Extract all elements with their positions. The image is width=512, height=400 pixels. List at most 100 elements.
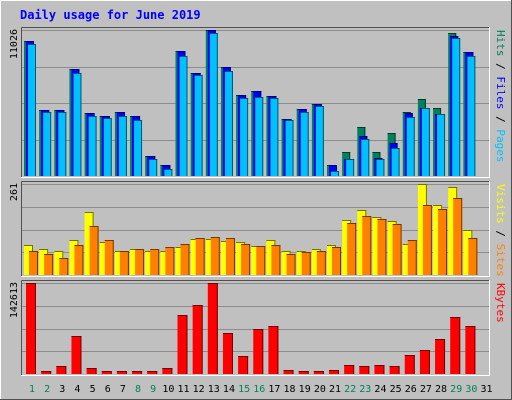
bar-visits bbox=[327, 245, 336, 275]
legend-files: Files bbox=[494, 76, 507, 109]
bar-pages bbox=[255, 97, 264, 176]
bar-pages bbox=[149, 159, 158, 176]
bar-visits bbox=[130, 249, 140, 275]
bar-sites bbox=[271, 245, 281, 275]
x-tick-label: 26 bbox=[405, 384, 417, 395]
bar-sites bbox=[392, 224, 402, 275]
x-tick-label: 17 bbox=[268, 384, 280, 395]
bar-sites bbox=[468, 238, 478, 275]
bar-sites bbox=[347, 223, 357, 275]
bar-visits bbox=[220, 241, 230, 275]
bar-sites bbox=[241, 244, 251, 275]
bar-kbytes bbox=[116, 371, 127, 374]
bar-pages bbox=[179, 56, 188, 176]
bar-visits bbox=[402, 244, 412, 275]
bar-visits bbox=[417, 184, 427, 275]
x-tick-label: 11 bbox=[177, 384, 189, 395]
bar-kbytes bbox=[207, 283, 218, 374]
x-tick-label: 13 bbox=[208, 384, 220, 395]
bar-visits bbox=[372, 217, 382, 275]
bar-files bbox=[329, 165, 337, 176]
legend-kbytes: KBytes bbox=[494, 283, 507, 323]
bar-sites bbox=[301, 252, 311, 275]
bar-kbytes bbox=[41, 371, 52, 374]
bar-sites bbox=[119, 251, 129, 275]
bar-visits bbox=[205, 239, 215, 275]
bar-kbytes bbox=[162, 368, 173, 374]
x-tick-label: 8 bbox=[135, 384, 141, 395]
bar-pages bbox=[406, 117, 415, 176]
legend-separator: / bbox=[494, 110, 507, 130]
bar-sites bbox=[225, 238, 235, 275]
x-tick-label: 21 bbox=[329, 384, 341, 395]
bar-kbytes bbox=[132, 371, 143, 374]
bar-pages bbox=[285, 120, 294, 176]
bar-pages bbox=[224, 71, 233, 176]
bar-pages bbox=[58, 112, 67, 176]
bar-pages bbox=[361, 139, 370, 176]
bar-pages bbox=[194, 75, 203, 176]
bar-kbytes bbox=[238, 356, 249, 374]
y-max-label: 11026 bbox=[9, 29, 20, 59]
chart-title: Daily usage for June 2019 bbox=[20, 8, 201, 22]
legend-separator: / bbox=[494, 224, 507, 244]
x-tick-label: 31 bbox=[480, 384, 492, 395]
bar-sites bbox=[286, 254, 296, 275]
bar-kbytes bbox=[253, 329, 264, 374]
bar-sites bbox=[438, 209, 448, 275]
x-tick-label: 27 bbox=[420, 384, 432, 395]
bar-sites bbox=[407, 240, 417, 275]
bar-sites bbox=[195, 238, 205, 275]
bar-sites bbox=[89, 226, 99, 275]
bar-kbytes bbox=[374, 365, 385, 374]
bar-sites bbox=[362, 216, 372, 275]
bar-kbytes bbox=[101, 371, 112, 374]
bar-kbytes bbox=[450, 317, 461, 374]
x-tick-label: 6 bbox=[105, 384, 111, 395]
x-tick-label: 14 bbox=[223, 384, 235, 395]
bar-visits bbox=[463, 230, 473, 275]
bar-sites bbox=[377, 219, 387, 275]
bar-kbytes bbox=[222, 333, 233, 374]
legend-sites: Sites bbox=[494, 244, 507, 277]
bar-visits bbox=[251, 246, 261, 275]
bar-pages bbox=[300, 112, 309, 176]
bar-visits bbox=[190, 239, 200, 275]
legend-hits: Hits bbox=[494, 30, 507, 57]
x-tick-label: 20 bbox=[314, 384, 326, 395]
bar-sites bbox=[422, 205, 432, 275]
bar-kbytes bbox=[283, 370, 294, 374]
bar-sites bbox=[210, 237, 220, 275]
y-max-label: 142613 bbox=[9, 282, 20, 318]
bar-sites bbox=[453, 198, 463, 275]
bar-sites bbox=[165, 247, 175, 275]
bar-visits bbox=[433, 205, 443, 275]
bar-kbytes bbox=[177, 315, 188, 374]
x-tick-label: 10 bbox=[162, 384, 174, 395]
x-tick-label: 25 bbox=[390, 384, 402, 395]
x-tick-label: 2 bbox=[44, 384, 50, 395]
bar-pages bbox=[88, 116, 97, 176]
x-tick-label: 29 bbox=[450, 384, 462, 395]
x-tick-label: 5 bbox=[90, 384, 96, 395]
x-tick-label: 3 bbox=[59, 384, 65, 395]
bar-pages bbox=[452, 38, 461, 176]
bar-visits bbox=[342, 220, 352, 275]
bar-visits bbox=[387, 221, 397, 275]
bar-visits bbox=[84, 212, 94, 275]
legend-visits: Visits bbox=[494, 184, 507, 224]
bar-visits bbox=[236, 242, 246, 275]
bar-visits bbox=[311, 249, 321, 275]
bar-visits bbox=[266, 240, 276, 275]
bar-kbytes bbox=[404, 355, 415, 374]
bar-pages bbox=[315, 106, 324, 176]
bar-pages bbox=[209, 33, 218, 176]
bar-pages bbox=[134, 120, 143, 176]
bar-visits bbox=[145, 251, 155, 275]
bar-visits bbox=[160, 251, 170, 275]
bar-sites bbox=[135, 249, 145, 275]
bar-visits bbox=[114, 251, 124, 275]
chart-panels: 11026 Hits / Files / Pages 261 Visits / Sit… bbox=[9, 27, 507, 376]
x-tick-label: 4 bbox=[74, 384, 80, 395]
bar-visits bbox=[448, 187, 458, 275]
